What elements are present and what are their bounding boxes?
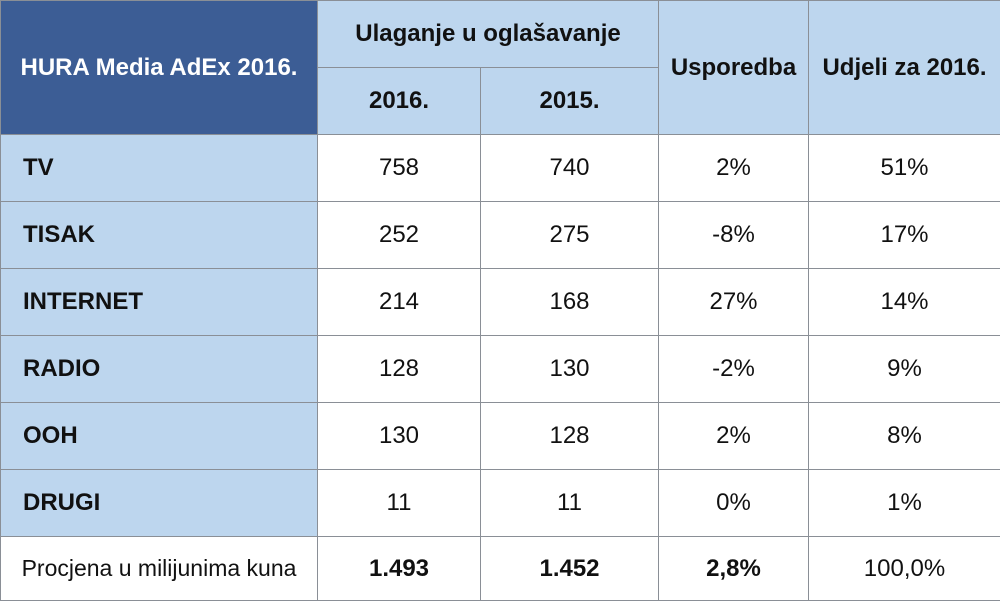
- cell-value: 11: [318, 470, 481, 537]
- total-comparison: 2,8%: [659, 537, 809, 601]
- cell-value: 1%: [809, 470, 1000, 537]
- cell-value: 0%: [659, 470, 809, 537]
- total-row: Procjena u milijunima kuna 1.493 1.452 2…: [1, 537, 1000, 601]
- row-label-tisak: TISAK: [1, 202, 318, 269]
- column-header-comparison: Usporedba: [659, 1, 809, 135]
- cell-value: 17%: [809, 202, 1000, 269]
- cell-value: 27%: [659, 269, 809, 336]
- table-row: TISAK 252 275 -8% 17%: [1, 202, 1000, 269]
- cell-value: 168: [481, 269, 659, 336]
- table-row: OOH 130 128 2% 8%: [1, 403, 1000, 470]
- table-row: RADIO 128 130 -2% 9%: [1, 336, 1000, 403]
- column-header-2016: 2016.: [318, 68, 481, 135]
- cell-value: 275: [481, 202, 659, 269]
- cell-value: 128: [318, 336, 481, 403]
- total-value-2016: 1.493: [318, 537, 481, 601]
- row-label-tv: TV: [1, 135, 318, 202]
- cell-value: 214: [318, 269, 481, 336]
- table-title: HURA Media AdEx 2016.: [1, 1, 318, 135]
- cell-value: 51%: [809, 135, 1000, 202]
- row-label-drugi: DRUGI: [1, 470, 318, 537]
- cell-value: 9%: [809, 336, 1000, 403]
- cell-value: 14%: [809, 269, 1000, 336]
- cell-value: 11: [481, 470, 659, 537]
- cell-value: -2%: [659, 336, 809, 403]
- row-label-internet: INTERNET: [1, 269, 318, 336]
- total-label: Procjena u milijunima kuna: [1, 537, 318, 601]
- row-label-ooh: OOH: [1, 403, 318, 470]
- cell-value: 2%: [659, 135, 809, 202]
- table-row: DRUGI 11 11 0% 1%: [1, 470, 1000, 537]
- cell-value: 8%: [809, 403, 1000, 470]
- cell-value: 2%: [659, 403, 809, 470]
- table-row: INTERNET 214 168 27% 14%: [1, 269, 1000, 336]
- cell-value: 130: [318, 403, 481, 470]
- column-header-2015: 2015.: [481, 68, 659, 135]
- cell-value: 758: [318, 135, 481, 202]
- row-label-radio: RADIO: [1, 336, 318, 403]
- cell-value: 128: [481, 403, 659, 470]
- total-value-2015: 1.452: [481, 537, 659, 601]
- cell-value: 252: [318, 202, 481, 269]
- cell-value: 130: [481, 336, 659, 403]
- cell-value: -8%: [659, 202, 809, 269]
- cell-value: 740: [481, 135, 659, 202]
- header-row-1: HURA Media AdEx 2016. Ulaganje u oglašav…: [1, 1, 1000, 68]
- table-row: TV 758 740 2% 51%: [1, 135, 1000, 202]
- group-header-investment: Ulaganje u oglašavanje: [318, 1, 659, 68]
- column-header-share-2016: Udjeli za 2016.: [809, 1, 1000, 135]
- total-share: 100,0%: [809, 537, 1000, 601]
